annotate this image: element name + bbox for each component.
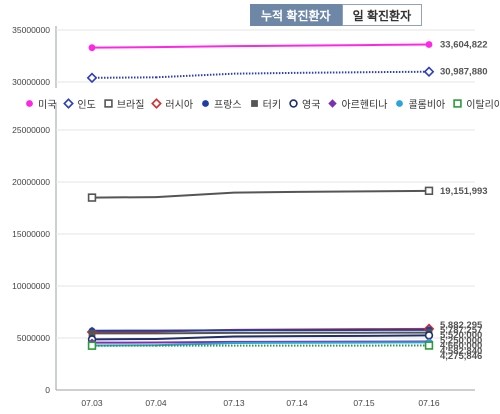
- legend-marker-icon: [202, 100, 209, 107]
- data-point: [250, 100, 258, 107]
- legend-label: 미국: [38, 100, 57, 111]
- legend-marker-icon: [104, 99, 113, 108]
- legend-item[interactable]: 인도: [63, 96, 96, 111]
- data-point: [289, 99, 298, 108]
- legend-marker-icon: [63, 98, 75, 109]
- data-point: [424, 186, 434, 196]
- data-point: [453, 99, 462, 108]
- y-tick-label: 10000000: [12, 281, 50, 291]
- series-end-label: 4,660,000: [440, 341, 482, 352]
- y-tick-label: 35000000: [12, 25, 50, 35]
- legend-label: 콜롬비아: [408, 100, 446, 111]
- legend-marker-icon: [453, 99, 462, 108]
- legend-label: 아르헨티나: [341, 100, 388, 111]
- data-point: [63, 98, 75, 109]
- legend-label: 러시아: [165, 100, 194, 111]
- series-line: [91, 46, 157, 49]
- legend-label: 이탈리아: [466, 100, 500, 111]
- series-line: [155, 328, 430, 332]
- series-end-label: 33,604,822: [440, 40, 488, 51]
- series-end-label: 5,250,000: [440, 335, 482, 346]
- y-tick-label: 20000000: [12, 177, 50, 187]
- y-tick-label: 15000000: [12, 229, 50, 239]
- data-point: [87, 341, 97, 350]
- x-tick-label: 07.16: [418, 398, 440, 408]
- legend-marker-icon: [328, 99, 338, 108]
- series-end-label: 19,151,993: [440, 186, 488, 197]
- data-point: [328, 99, 338, 108]
- series-end-label: 5,520,000: [440, 330, 482, 341]
- y-tick-label: 5000000: [17, 333, 50, 343]
- legend-item[interactable]: 미국: [24, 96, 56, 111]
- legend-item[interactable]: 프랑스: [200, 96, 242, 111]
- data-point: [423, 66, 435, 78]
- series-end-label: 5,882,295: [440, 320, 483, 331]
- data-point: [26, 100, 33, 107]
- axis-break: [53, 88, 59, 102]
- series-line: [91, 76, 157, 79]
- legend-marker-icon: [250, 100, 258, 107]
- legend-item[interactable]: 이탈리아: [452, 96, 500, 111]
- x-tick-label: 07.15: [353, 398, 375, 408]
- view-toggle: 누적 확진환자 일 확진환자: [250, 4, 423, 26]
- legend-label: 인도: [77, 100, 96, 111]
- legend-label: 프랑스: [214, 100, 242, 111]
- daily-cases-tab[interactable]: 일 확진환자: [341, 4, 423, 26]
- legend-label: 브라질: [116, 100, 145, 111]
- data-point: [88, 44, 96, 52]
- x-tick-label: 07.03: [81, 398, 103, 408]
- series-line: [155, 341, 430, 347]
- legend-label: 터키: [262, 100, 282, 111]
- data-point: [424, 341, 434, 350]
- x-tick-label: 07.04: [145, 398, 167, 408]
- legend-label: 영국: [302, 100, 321, 111]
- data-point: [88, 330, 96, 337]
- data-point: [87, 193, 97, 202]
- series-line: [155, 334, 430, 341]
- data-point: [86, 72, 98, 84]
- series-end-label: 30,987,880: [440, 67, 488, 78]
- data-point: [396, 100, 404, 107]
- series-line: [155, 70, 430, 79]
- legend-marker-icon: [289, 99, 298, 108]
- legend-item[interactable]: 터키: [249, 96, 281, 111]
- series-end-label: 5,787,257: [440, 325, 482, 336]
- legend-marker-icon: [151, 98, 163, 109]
- series-line: [155, 43, 430, 49]
- y-tick-label: 0: [45, 385, 50, 395]
- series-line: [155, 331, 430, 335]
- series-line: [155, 189, 430, 199]
- legend-marker-icon: [396, 100, 404, 107]
- chart-legend: 미국 인도 브라질 러시아 프랑스 터키 영국 아르헨티나 콜롬비아 이탈리아: [24, 96, 500, 111]
- legend-marker-icon: [26, 100, 33, 107]
- data-point: [151, 98, 163, 109]
- cumulative-cases-tab[interactable]: 누적 확진환자: [250, 4, 342, 26]
- series-line: [91, 196, 157, 199]
- legend-item[interactable]: 영국: [288, 96, 320, 111]
- legend-item[interactable]: 러시아: [151, 96, 193, 111]
- legend-item[interactable]: 브라질: [103, 96, 145, 111]
- y-tick-label: 25000000: [12, 125, 50, 135]
- series-end-label: 4,582,840: [440, 346, 482, 357]
- x-tick-label: 07.13: [223, 398, 245, 408]
- data-point: [104, 99, 113, 108]
- x-tick-label: 07.14: [286, 398, 308, 408]
- data-point: [425, 41, 433, 48]
- y-tick-label: 30000000: [12, 77, 50, 87]
- legend-item[interactable]: 아르헨티나: [327, 96, 387, 111]
- data-point: [202, 100, 209, 107]
- legend-item[interactable]: 콜롬비아: [394, 96, 445, 111]
- series-end-label: 4,275,846: [440, 351, 482, 362]
